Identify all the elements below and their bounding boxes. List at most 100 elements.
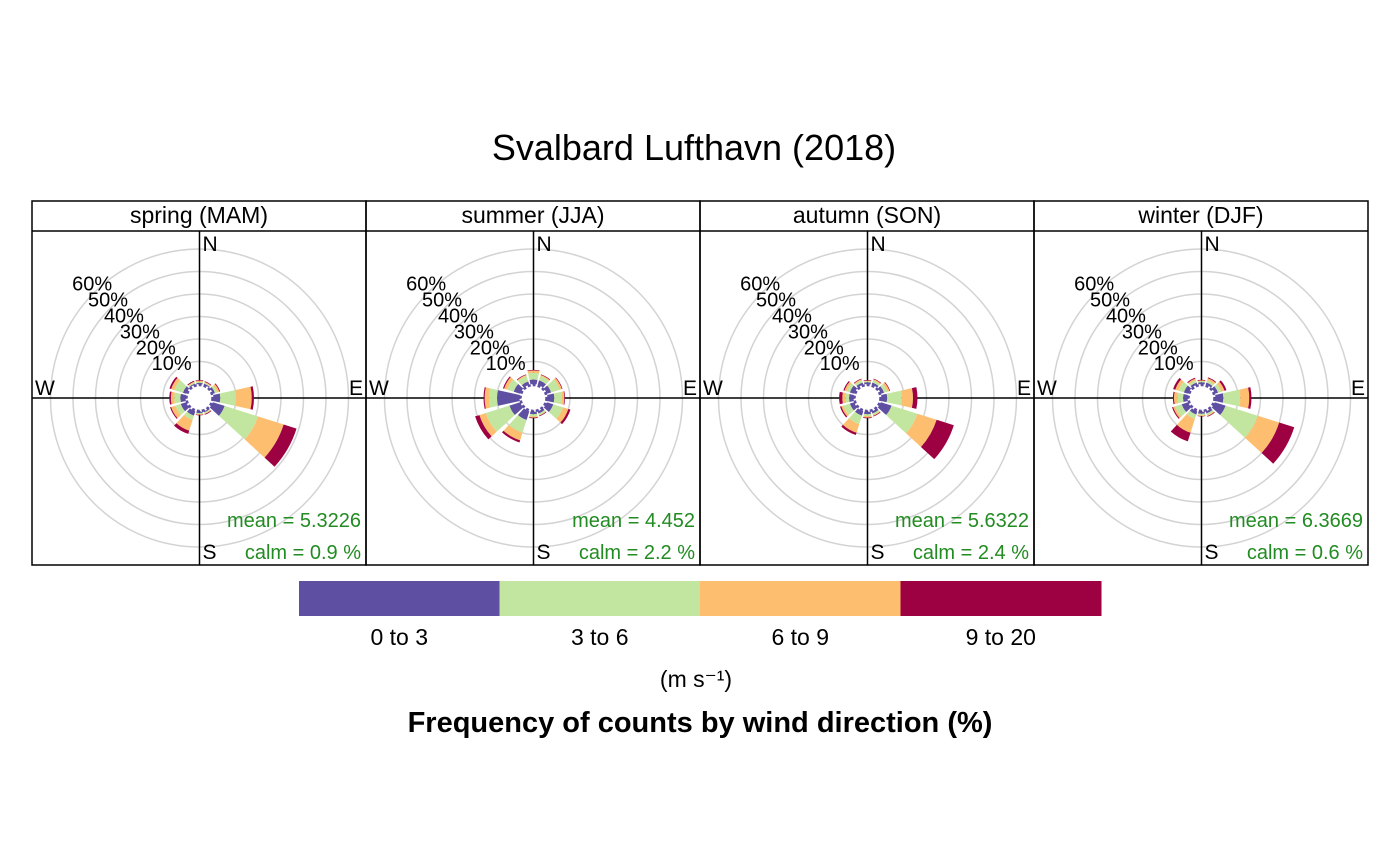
sector-150-bin-1	[203, 408, 210, 413]
sector-30-bin-3	[873, 379, 881, 385]
sector-120-bin-1	[1211, 402, 1226, 416]
sector-30-bin-2	[872, 380, 880, 387]
sector-120-bin-2	[218, 405, 258, 440]
sector-210-bin-1	[187, 408, 196, 416]
sector-180-bin-4	[863, 417, 872, 419]
sector-150-bin-3	[538, 411, 546, 416]
sector-60-bin-1	[543, 385, 552, 394]
sector-240-bin-2	[1175, 404, 1187, 417]
radial-tick-label: 50%	[422, 290, 462, 312]
sector-30-bin-1	[1205, 382, 1213, 388]
sector-150-bin-1	[537, 408, 545, 414]
sector-90-bin-4	[1248, 387, 1252, 409]
sector-180-bin-2	[1197, 413, 1206, 416]
sector-270-bin-4	[839, 391, 843, 405]
cardinal-s-label: S	[871, 541, 885, 564]
sector-360-bin-3	[527, 370, 540, 374]
speed-color-key: 0 to 3 3 to 6 6 to 9 9 to 20	[299, 581, 1102, 650]
sector-120-bin-3	[556, 407, 569, 423]
sector-330-bin-4	[516, 374, 527, 381]
sector-30-bin-1	[537, 380, 546, 388]
radial-tick-label: 20%	[470, 337, 510, 359]
sector-90-bin-1	[881, 393, 888, 403]
sector-30-bin-4	[204, 381, 212, 386]
sector-330-bin-3	[517, 374, 527, 382]
sector-240-bin-3	[171, 405, 181, 419]
radial-tick-label: 60%	[72, 274, 112, 296]
mean-label: mean = 6.3669	[1229, 510, 1363, 532]
sector-240-bin-2	[175, 403, 186, 416]
sector-120-bin-2	[886, 405, 918, 434]
mean-label: mean = 5.3226	[227, 510, 361, 532]
radial-tick-label: 50%	[756, 290, 796, 312]
strip-label: summer (JJA)	[461, 202, 604, 228]
key-swatch-1	[299, 581, 500, 616]
sector-150-bin-1	[1205, 408, 1213, 414]
sector-360-bin-4	[1197, 379, 1206, 381]
strip-label: autumn (SON)	[793, 202, 941, 228]
sector-60-bin-2	[1214, 383, 1222, 393]
sector-330-bin-3	[854, 379, 862, 385]
sector-210-bin-1	[517, 408, 530, 420]
key-label-4: 9 to 20	[966, 624, 1036, 650]
radial-tick-label: 30%	[788, 321, 828, 343]
sector-30-bin-2	[204, 382, 211, 387]
cardinal-e-label: E	[683, 377, 697, 400]
sector-150-bin-1	[871, 408, 879, 414]
sector-330-bin-3	[187, 381, 195, 387]
sector-90-bin-3	[1239, 387, 1250, 409]
sector-60-bin-3	[1216, 381, 1225, 392]
key-label-2: 3 to 6	[571, 624, 629, 650]
calm-label: calm = 0.6 %	[1247, 542, 1363, 564]
sector-60-bin-2	[547, 379, 560, 393]
sector-150-bin-3	[872, 411, 881, 416]
sector-60-bin-1	[877, 386, 885, 394]
sector-210-bin-1	[1189, 408, 1198, 415]
sector-30-bin-3	[540, 374, 550, 382]
sector-270-bin-4	[1172, 391, 1175, 405]
sector-60-bin-3	[553, 377, 562, 390]
cardinal-n-label: N	[537, 233, 552, 256]
sector-330-bin-3	[1187, 378, 1196, 385]
sector-120-bin-2	[548, 404, 563, 419]
sector-360-bin-4	[195, 379, 204, 382]
sector-300-bin-1	[849, 385, 858, 394]
sector-240-bin-4	[1172, 406, 1180, 419]
radial-tick-label: 60%	[740, 274, 780, 296]
cardinal-s-label: S	[1205, 541, 1219, 564]
sector-270-bin-4	[169, 391, 172, 405]
sector-300-bin-2	[507, 379, 519, 392]
radial-tick-label: 50%	[1090, 290, 1130, 312]
cardinal-s-label: S	[203, 541, 217, 564]
sector-330-bin-2	[1189, 380, 1197, 387]
sector-60-bin-4	[214, 383, 221, 392]
sector-60-bin-4	[884, 382, 891, 392]
sector-330-bin-4	[853, 378, 862, 384]
sector-270-bin-3	[484, 387, 491, 409]
sector-300-bin-4	[1173, 377, 1182, 390]
sector-210-bin-3	[842, 418, 860, 433]
sector-300-bin-1	[1183, 385, 1192, 394]
radial-tick-label: 40%	[772, 305, 812, 327]
mean-label: mean = 4.452	[572, 510, 695, 532]
sector-300-bin-4	[843, 380, 850, 391]
sector-150-bin-4	[1207, 411, 1215, 417]
sector-300-bin-4	[169, 376, 178, 390]
sector-240-bin-4	[475, 415, 492, 440]
sector-210-bin-4	[1170, 424, 1191, 442]
sector-330-bin-2	[855, 380, 863, 387]
sector-330-bin-2	[188, 382, 195, 387]
sector-30-bin-3	[1207, 378, 1216, 385]
sector-360-bin-3	[195, 380, 204, 383]
radial-tick-label: 20%	[804, 337, 844, 359]
chart-title: Svalbard Lufthavn (2018)	[492, 127, 896, 168]
calm-label: calm = 2.4 %	[913, 542, 1029, 564]
sector-180-bin-3	[529, 416, 538, 418]
sector-150-bin-3	[204, 409, 211, 415]
sector-270-bin-3	[1173, 392, 1178, 404]
radial-tick-label: 30%	[1122, 321, 1162, 343]
cardinal-n-label: N	[203, 233, 218, 256]
sector-270-bin-2	[174, 392, 181, 404]
radial-tick-label: 10%	[820, 353, 860, 375]
strip-label: winter (DJF)	[1137, 202, 1263, 228]
